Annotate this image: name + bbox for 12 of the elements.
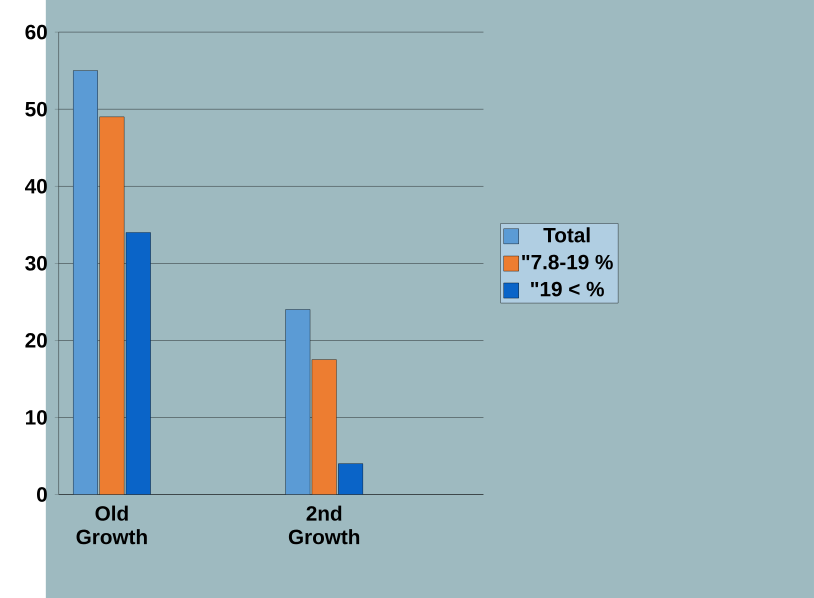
y-tick-label: 50 xyxy=(25,102,47,116)
y-tick-label: 40 xyxy=(25,178,47,194)
y-tick-label: 20 xyxy=(25,332,47,348)
y-tick-label: 60 xyxy=(25,24,47,40)
x-tick-label: 2nd Growth xyxy=(288,505,360,544)
x-tick-label: Old Growth xyxy=(76,505,147,544)
y-tick-label: 30 xyxy=(25,256,47,270)
y-tick-label: 10 xyxy=(26,410,47,425)
legend-label: "19 < % xyxy=(531,282,604,296)
legend-label: Total xyxy=(543,227,590,242)
legend-label: "7.8-19 % xyxy=(522,254,613,270)
y-tick-label: 0 xyxy=(37,487,47,502)
